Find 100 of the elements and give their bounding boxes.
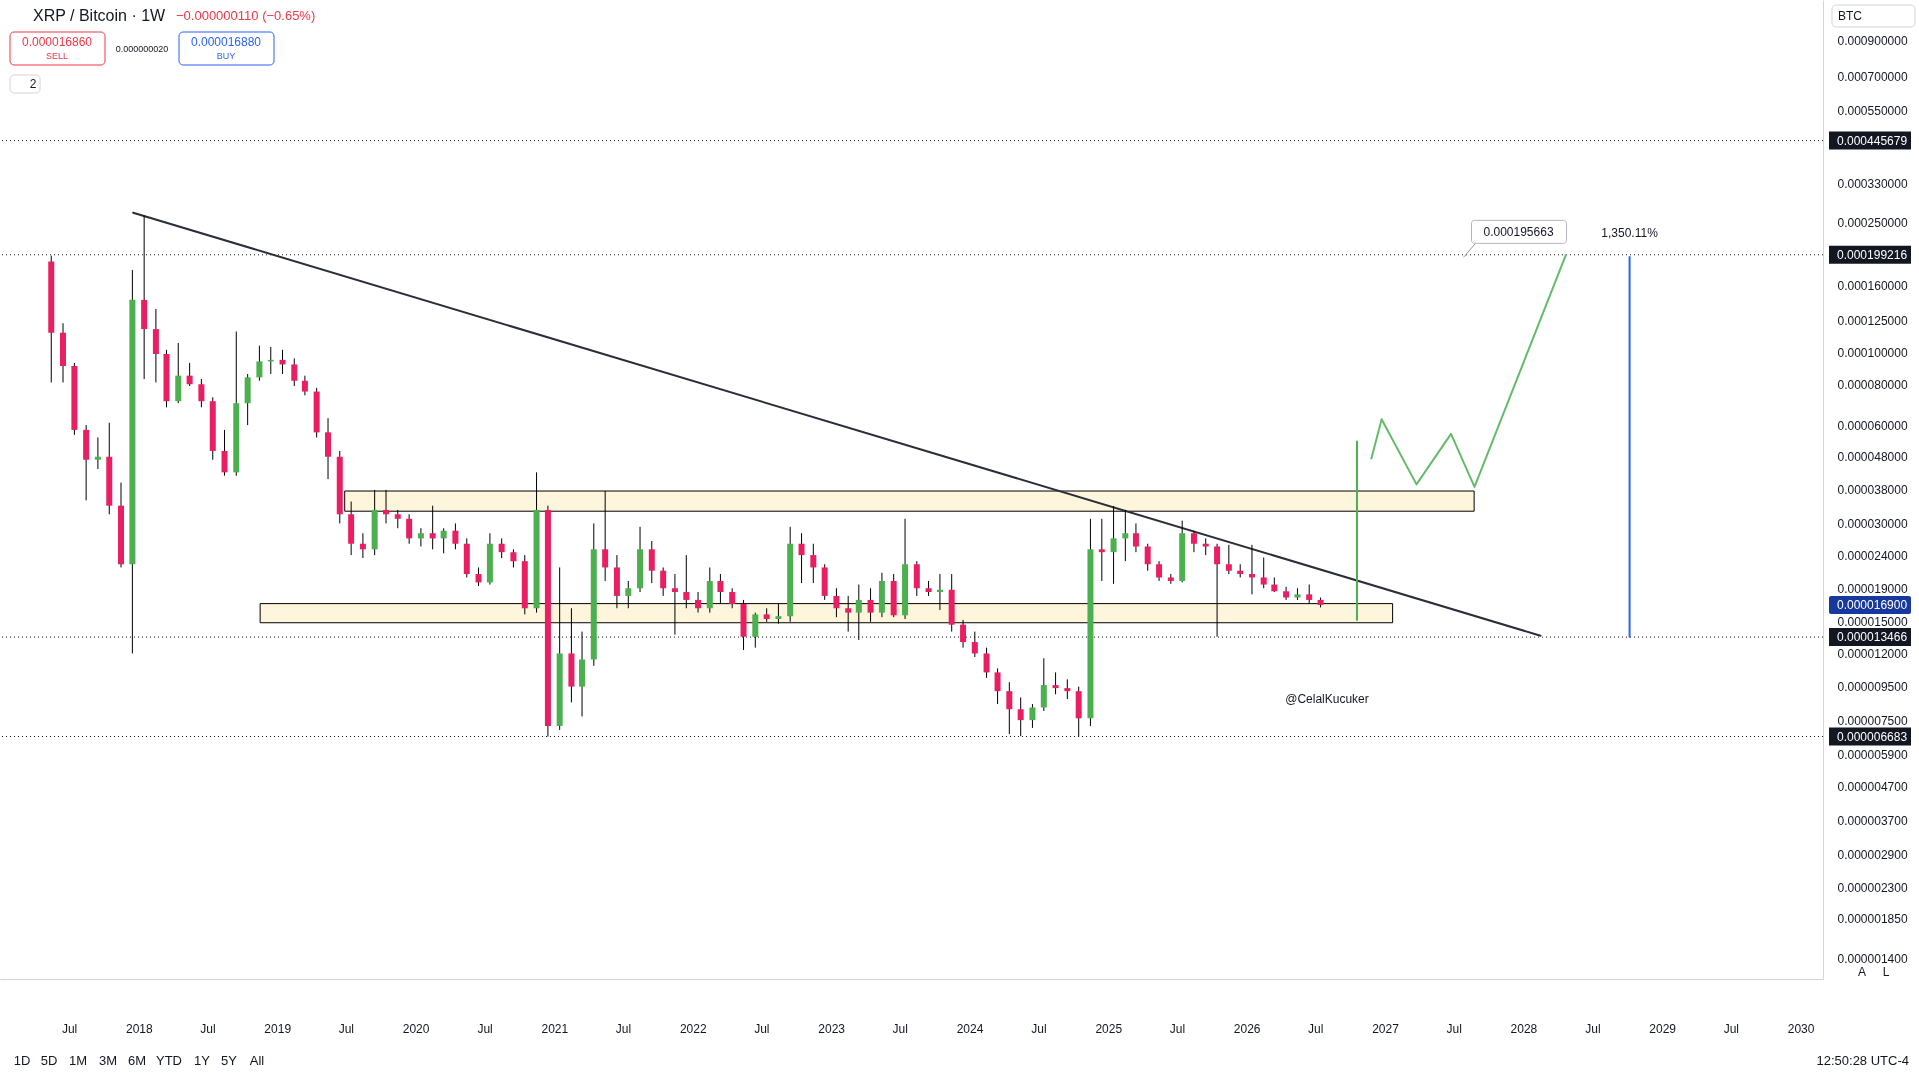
candlestick [475,566,482,587]
x-tick-label: Jul [200,1021,216,1036]
candlestick [1144,543,1151,572]
ref-line-label: 0.000199216 [1837,247,1908,262]
candlestick [1190,530,1197,553]
candlestick [198,378,205,408]
y-tick-label: 0.000038000 [1837,483,1908,498]
candlestick [1283,586,1290,601]
x-tick-label: Jul [892,1021,908,1036]
y-tick-label: 0.000160000 [1837,279,1908,294]
text: BTC [1838,9,1863,23]
candlestick [94,436,101,470]
x-tick-label: 2022 [679,1021,707,1036]
candlestick [983,647,990,679]
candlestick [498,537,505,559]
y-tick-label: 0.000004700 [1837,779,1908,794]
y-tick-label: 0.000100000 [1837,346,1908,361]
text: YTD [156,1053,182,1068]
text: 12:50:28 UTC-4 [1816,1053,1909,1068]
y-tick-label: 0.000250000 [1837,216,1908,231]
y-tick-label: 0.000015000 [1837,615,1908,630]
text: 6M [127,1053,147,1068]
text: All [249,1053,265,1068]
annotation: 2 [29,77,37,91]
text: 3M [98,1053,118,1068]
y-tick-label: 0.000009500 [1837,680,1908,695]
annotation: @CelalKucuker [1285,692,1369,706]
y-tick-label: 0.000125000 [1837,314,1908,329]
annotation: BUY [216,51,236,61]
candlestick [660,566,667,597]
x-tick-label: 2027 [1372,1021,1400,1036]
text: 5D [40,1053,58,1068]
y-tick-label: 0.000900000 [1837,34,1908,49]
y-tick-label: 0.000030000 [1837,516,1908,531]
x-tick-label: 2029 [1649,1021,1677,1036]
annotation: SELL [45,51,69,61]
candlestick [913,560,920,597]
line-series [1370,253,1567,488]
x-tick-label: 2024 [956,1021,984,1036]
x-tick-label: Jul [1308,1021,1324,1036]
annotation: 0.000000020 [115,44,169,54]
candlestick [1260,556,1267,589]
ref-line-label: 0.000006683 [1837,729,1908,744]
candlestick [798,532,805,584]
x-tick-label: 2025 [1095,1021,1123,1036]
x-tick-label: Jul [754,1021,770,1036]
x-tick-label: Jul [338,1021,355,1036]
x-tick-label: Jul [61,1021,78,1036]
candlestick [1052,671,1059,695]
ref-line-label: 0.000445679 [1837,133,1908,148]
candlestick [359,532,366,559]
text: 5Y [221,1053,238,1068]
candlestick [1029,703,1036,729]
annotation: 0.000016860 [21,35,93,49]
y-tick-label: 0.000700000 [1837,69,1908,84]
x-tick-label: Jul [1031,1021,1047,1036]
x-tick-label: Jul [1585,1021,1601,1036]
candlestick [256,345,263,382]
y-tick-label: 0.000001850 [1837,912,1908,927]
x-tick-label: 2020 [402,1021,430,1036]
candlestick [440,527,447,554]
annotation: 1,350.11% [1601,226,1659,241]
candlestick [1006,681,1013,735]
y-tick-label: 0.000060000 [1837,418,1908,433]
text: 0.000016900 [1837,598,1908,612]
x-tick-label: Jul [1723,1021,1739,1036]
candlestick [186,362,193,387]
ref-line-label: 0.000013466 [1837,630,1908,645]
y-tick-label: 0.000019000 [1837,581,1908,596]
text: −0.000000110 (−0.65%) [176,8,316,23]
candlestick [452,522,459,550]
y-tick-label: 0.000007500 [1837,713,1908,728]
candlestick [1017,696,1024,737]
candlestick [221,429,228,477]
candlestick [1225,544,1232,575]
y-tick-label: 0.000550000 [1837,104,1908,119]
y-tick-label: 0.000002900 [1837,848,1908,863]
text: L [1882,965,1890,979]
x-tick-label: 2023 [818,1021,846,1036]
x-tick-label: 2018 [125,1021,153,1036]
candlestick [994,667,1001,705]
text: A [1857,965,1867,979]
candlestick [1064,678,1071,700]
x-tick-label: 2030 [1787,1021,1815,1036]
candlestick [1040,657,1047,712]
text: 1D [13,1053,31,1068]
y-tick-label: 0.000002300 [1837,881,1908,896]
annotation: 0.000195663 [1483,225,1554,240]
candlestick [1156,560,1163,582]
y-tick-label: 0.000048000 [1837,450,1908,465]
candlestick [810,543,817,584]
y-tick-label: 0.000080000 [1837,377,1908,392]
annotation: 0.000016880 [190,35,262,49]
chart-title: XRP / Bitcoin · 1W [33,7,167,24]
y-tick-label: 0.000012000 [1837,646,1908,661]
candlestick [971,631,978,658]
y-tick-label: 0.000003700 [1837,813,1908,828]
text: 1M [68,1053,88,1068]
candlestick [406,513,413,545]
candlestick [301,375,308,396]
